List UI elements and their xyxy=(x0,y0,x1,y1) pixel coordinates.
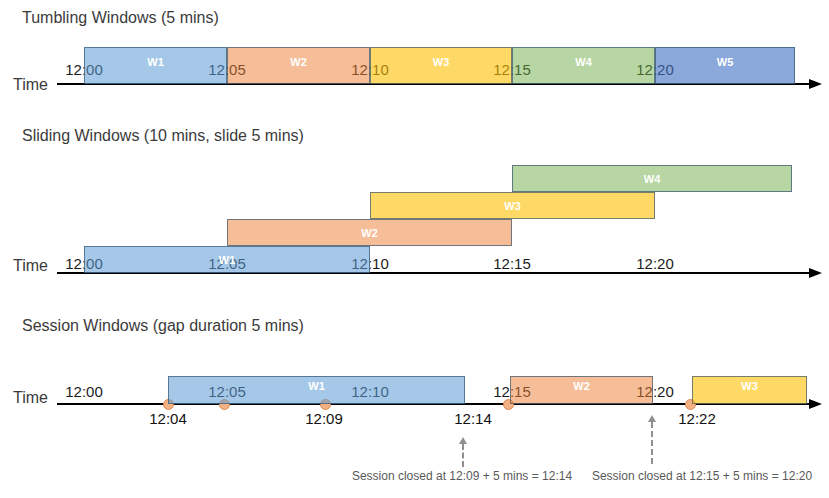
up-arrowhead-icon xyxy=(648,415,656,422)
up-arrowhead-icon xyxy=(459,437,467,444)
window-label: W4 xyxy=(644,173,661,185)
dashed-line xyxy=(462,444,464,467)
time-axis-arrowhead-icon xyxy=(809,399,822,409)
event-time-label: 12:22 xyxy=(678,411,716,427)
windowing-diagram: Tumbling Windows (5 mins)Time12:0012:051… xyxy=(0,0,829,498)
time-axis-arrowhead-icon xyxy=(809,79,822,89)
event-time-label: 12:04 xyxy=(149,411,187,427)
section-title: Sliding Windows (10 mins, slide 5 mins) xyxy=(22,127,304,145)
annotation-caption: Session closed at 12:09 + 5 mins = 12:14 xyxy=(352,470,572,483)
tick-label: 12:00 xyxy=(65,384,103,400)
window-label: W1 xyxy=(219,254,236,266)
window-label: W3 xyxy=(741,380,758,392)
section-title: Tumbling Windows (5 mins) xyxy=(22,9,219,27)
tick-label: 12:20 xyxy=(636,256,674,272)
event-time-label: 12:14 xyxy=(454,411,492,427)
window-label: W2 xyxy=(573,380,590,392)
window-label: W4 xyxy=(575,56,592,68)
time-axis-label: Time xyxy=(13,76,48,94)
annotation-arrow xyxy=(648,415,656,464)
time-axis-label: Time xyxy=(13,389,48,407)
tick-label: 12:15 xyxy=(493,256,531,272)
window-label: W5 xyxy=(717,56,734,68)
time-axis-label: Time xyxy=(13,257,48,275)
time-axis-arrowhead-icon xyxy=(809,268,822,278)
event-time-label: 12:09 xyxy=(305,411,343,427)
window-label: W3 xyxy=(504,200,521,212)
section-title: Session Windows (gap duration 5 mins) xyxy=(22,317,304,335)
annotation-caption: Session closed at 12:15 + 5 mins = 12:20 xyxy=(592,470,812,483)
window-label: W2 xyxy=(361,227,378,239)
window-label: W2 xyxy=(290,56,307,68)
window-label: W1 xyxy=(308,380,325,392)
annotation-arrow xyxy=(459,437,467,467)
dashed-line xyxy=(651,422,653,464)
window-label: W1 xyxy=(147,56,164,68)
window-label: W3 xyxy=(433,56,450,68)
